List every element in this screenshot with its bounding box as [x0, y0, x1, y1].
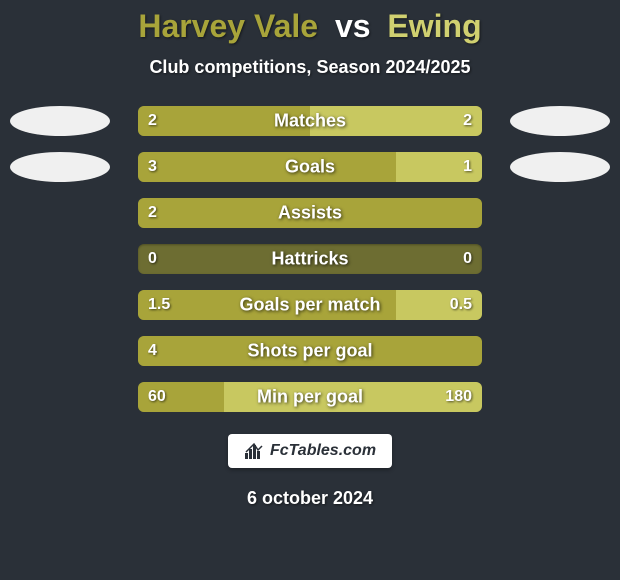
stat-row: 2 Assists	[0, 198, 620, 228]
player1-oval	[10, 106, 110, 136]
stat-label: Min per goal	[257, 387, 363, 408]
stat-label: Shots per goal	[247, 341, 372, 362]
stat-bar: 2 2 Matches	[138, 106, 482, 136]
source-badge[interactable]: FcTables.com	[228, 434, 392, 468]
value-right: 180	[445, 388, 472, 406]
value-left: 1.5	[148, 296, 170, 314]
value-left: 0	[148, 250, 157, 268]
value-right: 1	[463, 158, 472, 176]
stat-label: Hattricks	[271, 249, 348, 270]
badge-text: FcTables.com	[270, 442, 376, 460]
bars-icon	[244, 442, 264, 460]
stat-bar: 4 Shots per goal	[138, 336, 482, 366]
title-vs: vs	[335, 8, 371, 44]
stat-bar: 0 0 Hattricks	[138, 244, 482, 274]
stat-label: Goals	[285, 157, 335, 178]
fill-left	[138, 152, 396, 182]
stat-row: 1.5 0.5 Goals per match	[0, 290, 620, 320]
stat-bar: 3 1 Goals	[138, 152, 482, 182]
player1-oval	[10, 152, 110, 182]
player2-oval	[510, 106, 610, 136]
stat-row: 3 1 Goals	[0, 152, 620, 182]
stat-label: Matches	[274, 111, 346, 132]
title-player2: Ewing	[387, 8, 481, 44]
stat-label: Goals per match	[239, 295, 380, 316]
title-player1: Harvey Vale	[138, 8, 318, 44]
stat-bar: 60 180 Min per goal	[138, 382, 482, 412]
page-title: Harvey Vale vs Ewing	[138, 8, 481, 45]
stat-row: 60 180 Min per goal	[0, 382, 620, 412]
stat-bar: 2 Assists	[138, 198, 482, 228]
stat-row: 2 2 Matches	[0, 106, 620, 136]
stat-bar: 1.5 0.5 Goals per match	[138, 290, 482, 320]
stat-row: 0 0 Hattricks	[0, 244, 620, 274]
comparison-widget: Harvey Vale vs Ewing Club competitions, …	[0, 0, 620, 580]
value-left: 60	[148, 388, 166, 406]
stat-label: Assists	[278, 203, 342, 224]
stats-rows: 2 2 Matches 3 1 Goals 2 Assists 0 0 Hattricks 1.5 0.…	[0, 106, 620, 412]
value-right: 0	[463, 250, 472, 268]
value-left: 2	[148, 204, 157, 222]
date-text: 6 october 2024	[247, 488, 373, 509]
value-left: 2	[148, 112, 157, 130]
value-right: 0.5	[450, 296, 472, 314]
value-right: 2	[463, 112, 472, 130]
value-left: 3	[148, 158, 157, 176]
stat-row: 4 Shots per goal	[0, 336, 620, 366]
player2-oval	[510, 152, 610, 182]
value-left: 4	[148, 342, 157, 360]
subtitle: Club competitions, Season 2024/2025	[149, 57, 470, 78]
